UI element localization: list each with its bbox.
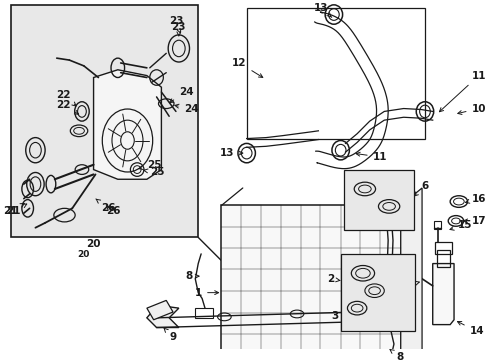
- Bar: [221, 206, 400, 360]
- Text: 9: 9: [164, 328, 176, 342]
- Text: 13: 13: [219, 148, 243, 158]
- Polygon shape: [93, 70, 161, 179]
- Polygon shape: [146, 300, 173, 320]
- Text: 11: 11: [439, 71, 485, 112]
- Text: 8: 8: [389, 350, 402, 360]
- Text: 10: 10: [457, 104, 485, 114]
- Text: 20: 20: [86, 239, 101, 249]
- Text: 1: 1: [194, 288, 218, 298]
- Text: 24: 24: [169, 87, 193, 103]
- Text: 12: 12: [232, 58, 262, 77]
- Text: 15: 15: [449, 220, 471, 230]
- Text: 21: 21: [3, 203, 24, 216]
- Bar: [246, 8, 424, 139]
- Bar: [434, 242, 451, 254]
- Text: 23: 23: [171, 22, 186, 36]
- Text: 2: 2: [326, 274, 339, 284]
- Text: 19: 19: [398, 281, 419, 291]
- Text: 5: 5: [376, 317, 393, 327]
- Text: 6: 6: [413, 181, 427, 196]
- Text: 18: 18: [386, 181, 406, 193]
- Text: 13: 13: [313, 3, 331, 17]
- Text: 8: 8: [185, 271, 199, 281]
- Bar: [343, 170, 413, 230]
- Text: 3: 3: [331, 311, 346, 321]
- Polygon shape: [400, 188, 421, 360]
- Text: 25: 25: [139, 160, 161, 170]
- Text: 26: 26: [105, 206, 120, 216]
- Text: 7: 7: [0, 359, 1, 360]
- Text: 25: 25: [143, 167, 164, 177]
- Polygon shape: [146, 305, 179, 328]
- Text: 21: 21: [6, 204, 27, 216]
- Text: 16: 16: [465, 194, 485, 204]
- Bar: [340, 254, 414, 332]
- Polygon shape: [432, 264, 453, 325]
- Bar: [433, 221, 441, 229]
- Text: 22: 22: [56, 100, 79, 114]
- Text: 20: 20: [78, 250, 90, 259]
- Bar: [11, 5, 198, 237]
- Bar: [436, 250, 449, 267]
- Text: 23: 23: [168, 16, 183, 33]
- Text: 11: 11: [355, 152, 386, 162]
- Text: 26: 26: [96, 199, 115, 213]
- Text: 24: 24: [175, 104, 198, 113]
- Text: 14: 14: [457, 321, 483, 336]
- Text: 17: 17: [463, 216, 485, 226]
- Text: 22: 22: [56, 90, 76, 106]
- Bar: [195, 308, 212, 318]
- Text: 4: 4: [376, 301, 393, 311]
